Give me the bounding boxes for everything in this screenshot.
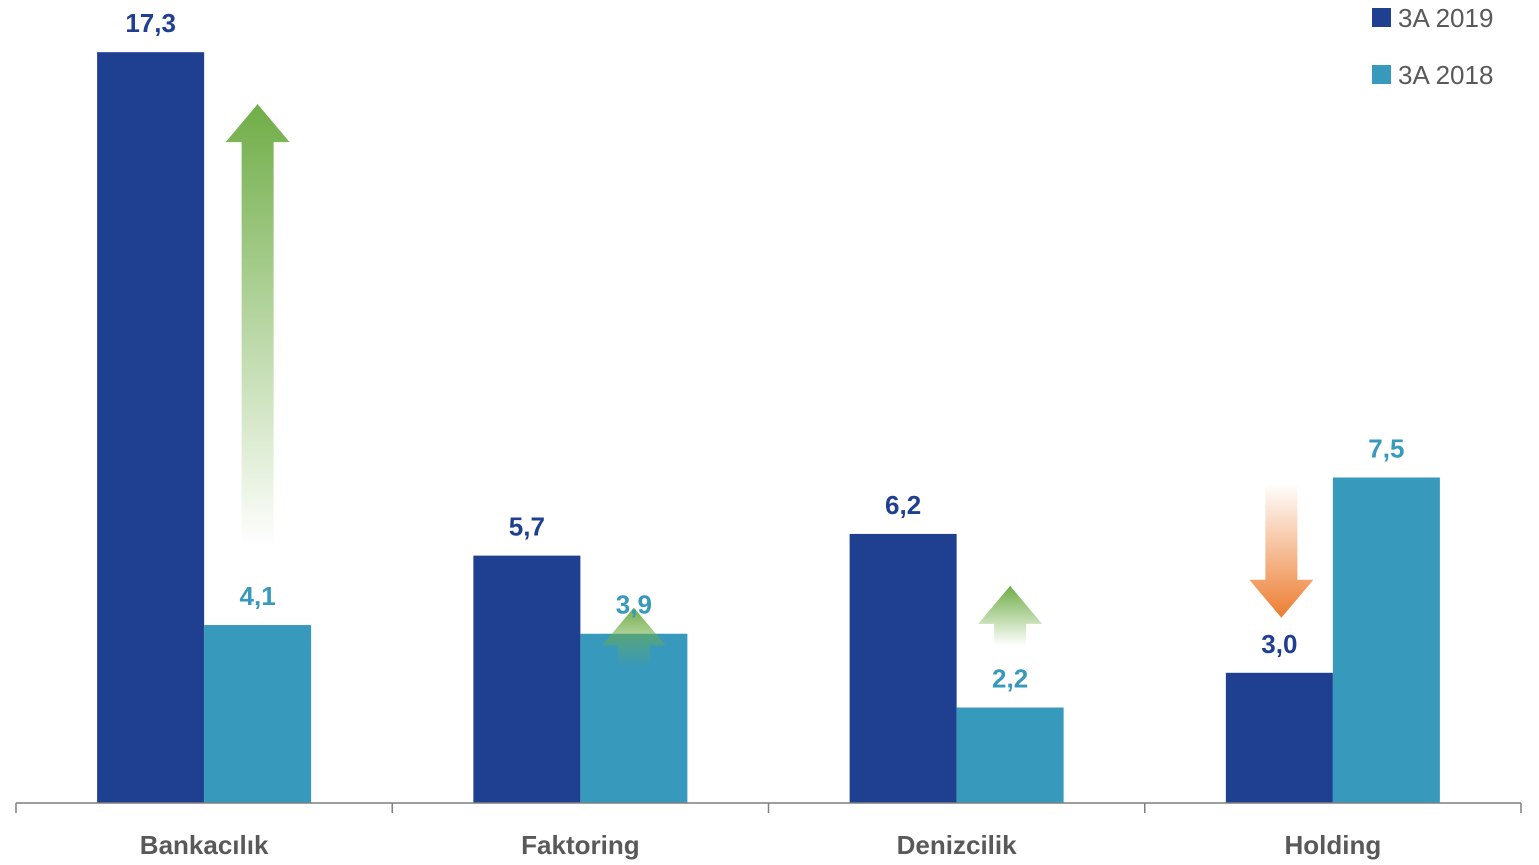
bar-3a-2019-holding — [1225, 672, 1333, 803]
trend-arrow-down-holding — [1249, 483, 1314, 618]
data-label-3a-2019-denizcilik: 6,2 — [885, 490, 921, 520]
legend-label-3a-2018: 3A 2018 — [1398, 60, 1493, 90]
trend-arrow-up-faktoring — [601, 607, 666, 668]
bar-3a-2018-bankac-l-k — [204, 625, 312, 803]
legend: 3A 2019 3A 2018 — [1372, 3, 1493, 90]
data-label-3a-2018-denizcilik: 2,2 — [992, 664, 1028, 694]
legend-swatch-3a-2018 — [1372, 65, 1391, 84]
legend-label-3a-2019: 3A 2019 — [1398, 3, 1493, 33]
trend-arrow-up-denizcilik — [978, 585, 1043, 646]
data-label-3a-2018-holding: 7,5 — [1368, 434, 1404, 464]
data-label-3a-2019-faktoring: 5,7 — [509, 512, 545, 542]
data-label-3a-2019-bankac-l-k: 17,3 — [125, 8, 176, 38]
bar-3a-2019-faktoring — [473, 555, 581, 803]
trend-arrow-up-bankac-l-k — [225, 104, 290, 548]
category-label-denizcilik: Denizcilik — [897, 830, 1017, 860]
data-label-3a-2018-faktoring: 3,9 — [616, 590, 652, 620]
trend-arrows-group — [225, 104, 1314, 668]
bar-3a-2019-bankac-l-k — [97, 52, 205, 804]
data-labels-group: 17,3 4,1 5,7 3,9 6,2 2,2 3,0 7,5 — [125, 8, 1404, 693]
bar-3a-2018-holding — [1332, 477, 1440, 803]
category-label-faktoring: Faktoring — [521, 830, 639, 860]
bar-3a-2019-denizcilik — [849, 533, 957, 803]
category-label-holding: Holding — [1284, 830, 1381, 860]
legend-swatch-3a-2019 — [1372, 8, 1391, 27]
category-label-bankac-l-k: Bankacılık — [140, 830, 269, 860]
x-axis: Bankacılık Faktoring Denizcilik Holding — [15, 802, 1522, 860]
data-label-3a-2018-bankac-l-k: 4,1 — [240, 581, 276, 611]
data-label-3a-2019-holding: 3,0 — [1261, 629, 1297, 659]
bar-3a-2018-denizcilik — [956, 707, 1064, 803]
bars-group — [97, 52, 1440, 804]
